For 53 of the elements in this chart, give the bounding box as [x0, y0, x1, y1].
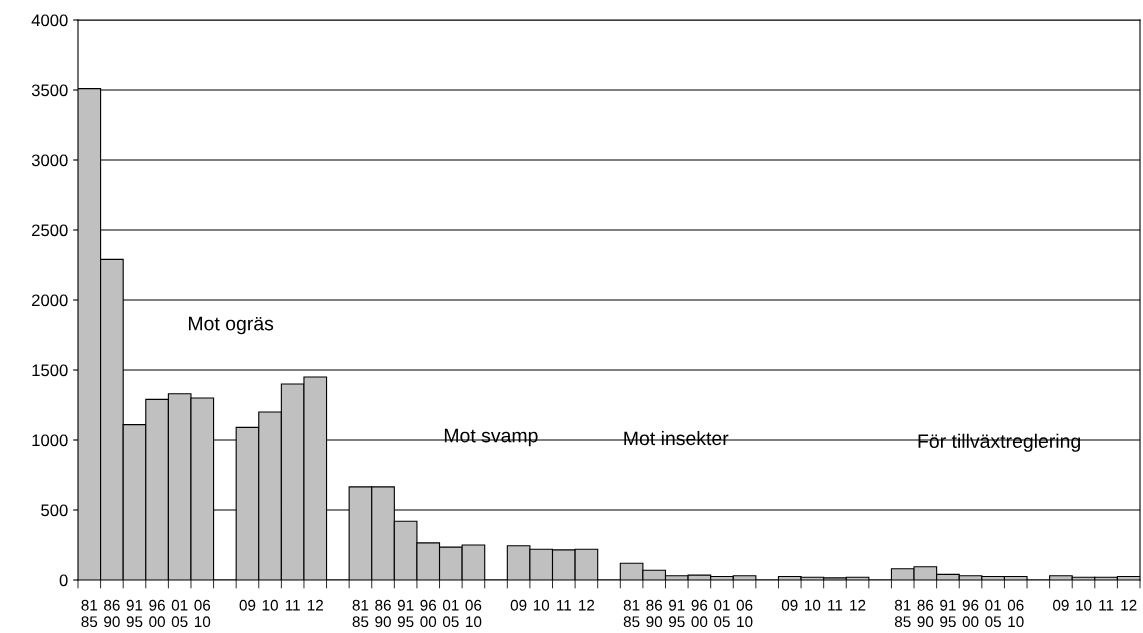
x-tick-label: 91 95 — [669, 599, 685, 628]
y-tick-label: 2500 — [32, 224, 68, 237]
x-tick-label: 96 00 — [962, 599, 979, 628]
x-tick-label: 01 05 — [714, 599, 730, 628]
y-tick-label: 1500 — [32, 364, 68, 377]
x-tick-label: 10 — [1076, 599, 1092, 611]
y-tick-label: 3000 — [31, 154, 68, 167]
x-tick-label: 11 — [1099, 600, 1114, 611]
x-tick-label: 81 85 — [623, 599, 640, 628]
annotation: Mot svamp — [444, 428, 538, 447]
x-tick-label: 09 — [239, 599, 256, 611]
x-tick-label: 81 85 — [894, 599, 911, 628]
x-tick-label: 91 95 — [397, 599, 414, 628]
x-tick-label: 91 95 — [940, 599, 956, 628]
annotation: Mot ogräs — [188, 316, 274, 335]
x-tick-label: 06 10 — [465, 599, 482, 628]
x-tick-label: 96 00 — [420, 599, 437, 628]
x-tick-label: 86 90 — [646, 599, 663, 628]
x-tick-label: 01 05 — [985, 599, 1001, 628]
x-tick-label: 12 — [850, 599, 866, 611]
x-tick-label: 11 — [285, 600, 300, 611]
x-tick-label: 81 85 — [81, 599, 98, 628]
x-tick-label: 06 10 — [1007, 599, 1024, 628]
y-tick-label: 4000 — [31, 14, 68, 27]
x-tick-label: 12 — [307, 599, 323, 611]
x-tick-label: 06 10 — [194, 599, 211, 628]
x-tick-label: 81 85 — [352, 599, 369, 628]
x-tick-label: 10 — [805, 599, 821, 611]
x-tick-label: 09 — [781, 599, 798, 611]
y-tick-label: 0 — [59, 574, 68, 587]
x-tick-label: 09 — [510, 599, 527, 611]
x-tick-label: 01 05 — [442, 599, 459, 628]
x-tick-label: 86 90 — [917, 599, 934, 628]
x-tick-label: 06 10 — [736, 599, 753, 628]
x-tick-label: 12 — [579, 599, 595, 611]
annotation: Mot insekter — [624, 430, 729, 446]
y-tick-label: 2000 — [32, 294, 68, 307]
x-tick-label: 91 95 — [126, 599, 143, 628]
x-tick-label: 96 00 — [691, 599, 708, 628]
x-tick-label: 96 00 — [149, 599, 165, 628]
x-tick-label: 10 — [533, 599, 550, 611]
x-tick-label: 12 — [1121, 599, 1137, 611]
x-tick-label: 86 90 — [375, 599, 391, 628]
x-tick-label: 11 — [557, 600, 571, 611]
x-tick-label: 09 — [1053, 599, 1069, 611]
x-tick-label: 11 — [828, 600, 843, 611]
x-tick-label: 01 05 — [171, 599, 188, 628]
y-tick-label: 3500 — [31, 84, 68, 97]
annotation: För tillväxtreglering — [918, 433, 1080, 452]
y-tick-label: 500 — [41, 504, 68, 517]
y-tick-label: 1000 — [32, 434, 68, 447]
x-tick-label: 86 90 — [104, 599, 120, 628]
x-tick-label: 10 — [262, 599, 278, 611]
